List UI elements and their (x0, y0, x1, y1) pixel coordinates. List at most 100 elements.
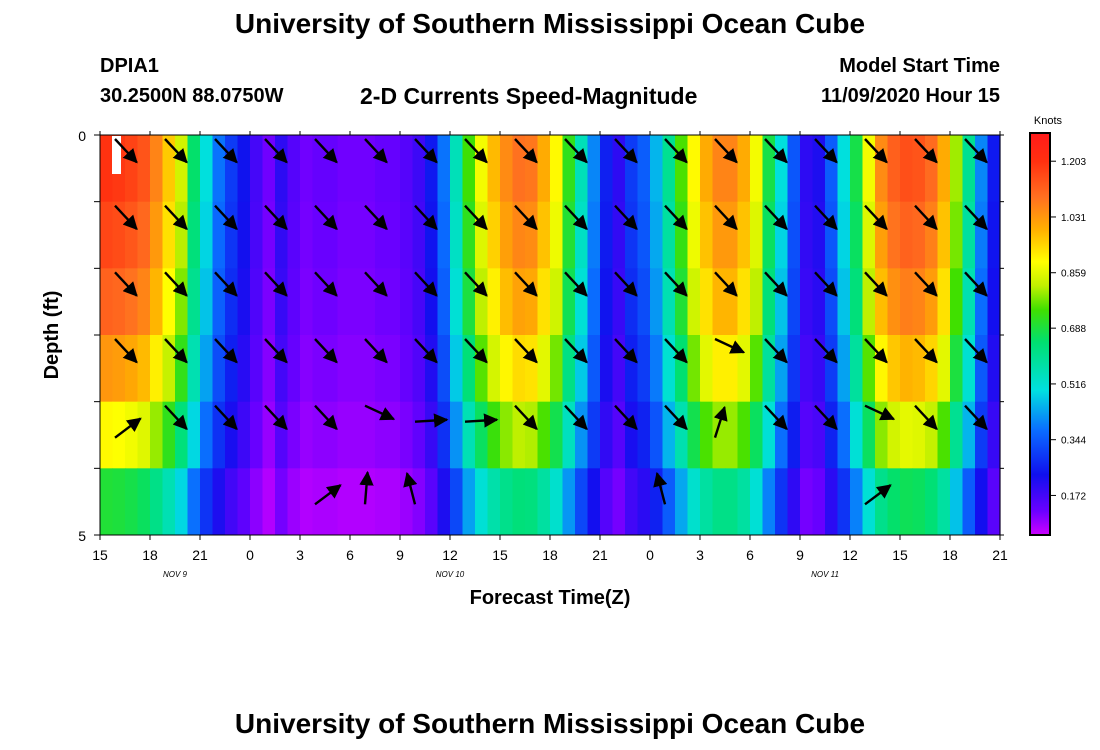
heatmap-cell (237, 335, 251, 403)
colorbar-tick-label: 0.859 (1061, 269, 1086, 280)
heatmap-cell (175, 268, 189, 336)
heatmap-cell (325, 468, 339, 536)
heatmap-cell (975, 135, 989, 203)
heatmap-cell (275, 201, 289, 269)
heatmap-cell (475, 268, 489, 336)
current-arrow (264, 271, 288, 297)
heatmap-cell (600, 268, 614, 336)
heatmap-cell (350, 268, 364, 336)
heatmap-cell (837, 335, 851, 403)
heatmap-cell (737, 401, 751, 469)
heatmap-cell (475, 201, 489, 269)
x-tick-label: 6 (346, 547, 354, 563)
current-arrow (514, 404, 538, 431)
heatmap-cell (187, 268, 201, 336)
current-arrow (664, 138, 688, 164)
x-tick-label: 18 (542, 547, 558, 563)
heatmap-cell (137, 201, 151, 269)
heatmap-cell (387, 268, 401, 336)
heatmap-cell (400, 401, 414, 469)
heatmap-cell (387, 401, 401, 469)
heatmap-cell (175, 468, 189, 536)
heatmap-cell (837, 268, 851, 336)
heatmap-cell (362, 268, 376, 336)
heatmap-cell (775, 468, 789, 536)
current-arrow (564, 204, 588, 231)
heatmap-cell (412, 335, 426, 403)
current-arrow (314, 484, 342, 506)
current-arrow (214, 138, 238, 164)
heatmap-cell (975, 468, 989, 536)
heatmap-cell (700, 135, 714, 203)
heatmap-cell (225, 201, 239, 269)
heatmap-cell (300, 401, 314, 469)
heatmap-cell (975, 268, 989, 336)
heatmap-cell (700, 468, 714, 536)
heatmap-cell (600, 468, 614, 536)
heatmap-cell (837, 201, 851, 269)
heatmap-cell (137, 468, 151, 536)
x-tick-label: 15 (892, 547, 908, 563)
heatmap-cell (562, 201, 576, 269)
colorbar-tick-label: 0.172 (1061, 491, 1086, 502)
heatmap-cell (787, 201, 801, 269)
heatmap-cell (562, 401, 576, 469)
heatmap-cell (450, 335, 464, 403)
heatmap-cell (275, 401, 289, 469)
heatmap-cell (250, 135, 264, 203)
heatmap-cell (612, 401, 626, 469)
heatmap-cell (737, 268, 751, 336)
axis-ticks (94, 131, 1004, 540)
heatmap-cell (375, 335, 389, 403)
current-arrow (264, 138, 288, 164)
current-arrow (114, 338, 138, 364)
station-id: DPIA1 (100, 55, 159, 77)
current-arrow (714, 337, 746, 354)
current-arrow (514, 271, 538, 297)
current-arrow (764, 271, 788, 297)
heatmap-cell (575, 268, 589, 336)
heatmap-cell (975, 335, 989, 403)
heatmap-cell (487, 401, 501, 469)
heatmap-cell (700, 201, 714, 269)
heatmap-cell (712, 468, 726, 536)
colorbar-tick-label: 0.516 (1061, 380, 1086, 391)
heatmap-cell (137, 401, 151, 469)
heatmap-cell (712, 135, 726, 203)
heatmap-cell (675, 201, 689, 269)
heatmap-cell (425, 401, 439, 469)
heatmap-cell (487, 201, 501, 269)
heatmap-cell (187, 201, 201, 269)
heatmap-cell (512, 401, 526, 469)
heatmap-cell (637, 335, 651, 403)
heatmap-cell (600, 335, 614, 403)
heatmap-cell (712, 268, 726, 336)
heatmap-cell (225, 401, 239, 469)
y-axis-title: Depth (ft) (41, 291, 63, 380)
heatmap-cell (287, 335, 301, 403)
heatmap-cell (762, 268, 776, 336)
current-arrow (164, 404, 188, 431)
heatmap-cell (325, 135, 339, 203)
heatmap-cell (162, 201, 176, 269)
heatmap-cell (287, 135, 301, 203)
current-arrow (464, 204, 488, 231)
heatmap-cell (837, 468, 851, 536)
heatmap-cell (850, 201, 864, 269)
heatmap-cell (250, 401, 264, 469)
station-coordinates: 30.2500N 88.0750W (100, 85, 284, 107)
heatmap-cell (575, 135, 589, 203)
heatmap-cell (825, 135, 839, 203)
chart-subtitle: 2-D Currents Speed-Magnitude (360, 83, 698, 109)
heatmap-cell (100, 335, 114, 403)
heatmap-cell (162, 335, 176, 403)
current-arrow (464, 138, 488, 164)
heatmap-cell (412, 268, 426, 336)
heatmap-cell (237, 201, 251, 269)
heatmap-cell (100, 401, 114, 469)
heatmap-cell (325, 335, 339, 403)
current-arrow (814, 271, 838, 297)
heatmap-cell (587, 135, 601, 203)
heatmap-cell (925, 401, 939, 469)
heatmap-cell (337, 401, 351, 469)
